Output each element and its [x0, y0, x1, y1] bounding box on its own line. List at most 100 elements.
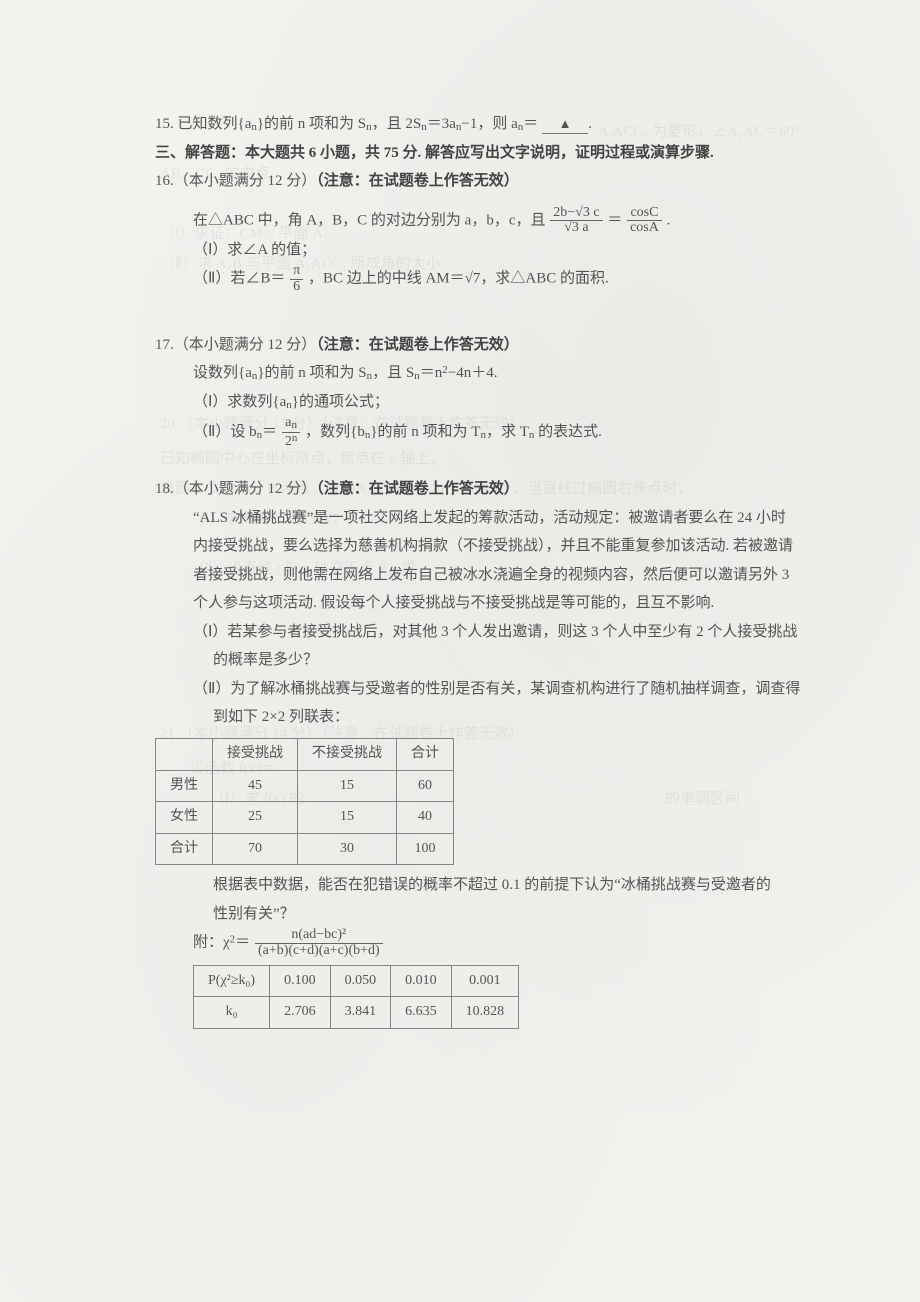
text: 附：χ: [193, 935, 230, 951]
denominator: 2n: [282, 433, 301, 450]
q18-part1b: 的概率是多少？: [155, 646, 810, 675]
q17-head: 17.（本小题满分 12 分）（注意：在试题卷上作答无效）: [155, 331, 810, 360]
q18-part2b: 到如下 2×2 列联表：: [155, 703, 810, 732]
text: −4n＋4.: [448, 365, 498, 381]
q16-body: 在△ABC 中，角 A，B，C 的对边分别为 a，b，c，且 2b−√3 c√3…: [155, 206, 810, 236]
table-row: k₀ 2.706 3.841 6.635 10.828: [194, 997, 519, 1029]
table-cell: 25: [213, 802, 298, 834]
q18-p1: “ALS 冰桶挑战赛”是一项社交网络上发起的筹款活动，活动规定：被邀请者要么在 …: [155, 504, 810, 533]
text: 17.（本小题满分 12 分）: [155, 337, 316, 353]
notice: （注意：在试题卷上作答无效）: [316, 481, 519, 497]
text: 的表达式.: [534, 424, 602, 440]
text: ，数列{b: [305, 424, 365, 440]
fraction: π6: [289, 264, 304, 294]
text: −1，则 a: [461, 116, 517, 132]
table-cell: 女性: [156, 802, 213, 834]
text: ＝: [523, 116, 538, 132]
q18-p2: 内接受挑战，要么选择为慈善机构捐款（不接受挑战），并且不能重复参加该活动. 若被…: [155, 532, 810, 561]
fraction: 2b−√3 c√3 a: [549, 206, 603, 236]
denominator: (a+b)(c+d)(a+c)(b+d): [255, 944, 383, 959]
notice: （注意：在试题卷上作答无效）: [316, 173, 519, 189]
fraction: n(ad−bc)²(a+b)(c+d)(a+c)(b+d): [254, 928, 384, 958]
table-header: 接受挑战: [213, 738, 298, 770]
text: ＝: [262, 424, 277, 440]
denominator: cosA: [627, 221, 662, 236]
fraction: an2n: [281, 416, 302, 449]
table-cell: 100: [397, 833, 454, 865]
table-row: P(χ²≥k₀) 0.100 0.050 0.010 0.001: [194, 965, 519, 997]
table-cell: 男性: [156, 770, 213, 802]
q16-head: 16.（本小题满分 12 分）（注意：在试题卷上作答无效）: [155, 167, 810, 196]
numerator: 2b−√3 c: [550, 206, 602, 222]
section-3-heading: 三、解答题：本大题共 6 小题，共 75 分. 解答应写出文字说明，证明过程或演…: [155, 139, 810, 168]
table-cell: 30: [298, 833, 397, 865]
text: （Ⅱ）若∠B＝: [193, 271, 285, 287]
text: 在△ABC 中，角 A，B，C 的对边分别为 a，b，c，且: [193, 212, 546, 228]
table-cell: 70: [213, 833, 298, 865]
text: ，且 S: [372, 365, 414, 381]
chi-square-table: P(χ²≥k₀) 0.100 0.050 0.010 0.001 k₀ 2.70…: [193, 965, 519, 1029]
text: ＝n: [420, 365, 443, 381]
q17-part2: （Ⅱ）设 bn＝ an2n ，数列{bn}的前 n 项和为 Tn，求 Tn 的表…: [155, 416, 810, 449]
text: 15. 已知数列{a: [155, 116, 251, 132]
table-row: 接受挑战 不接受挑战 合计: [156, 738, 454, 770]
q18-p3: 者接受挑战，则他需在网络上发布自己被冰水浇遍全身的视频内容，然后便可以邀请另外 …: [155, 561, 810, 590]
text: ，求 T: [486, 424, 529, 440]
table-cell: 45: [213, 770, 298, 802]
q18-attach: 附：χ2＝ n(ad−bc)²(a+b)(c+d)(a+c)(b+d): [155, 928, 810, 958]
text: ＝: [607, 212, 622, 228]
table-cell: 15: [298, 770, 397, 802]
q15-line: 15. 已知数列{an}的前 n 项和为 Sn，且 2Sn＝3an−1，则 an…: [155, 110, 810, 139]
text: .: [667, 212, 671, 228]
q17-body1: 设数列{an}的前 n 项和为 Sn，且 Sn＝n2−4n＋4.: [155, 359, 810, 388]
table-cell: 6.635: [391, 997, 452, 1029]
ghost-text: 的单调区间: [665, 785, 740, 814]
text: （Ⅱ）设 b: [193, 424, 257, 440]
q18-after-tbl-b: 性别有关”？: [155, 900, 810, 929]
table-cell: 60: [397, 770, 454, 802]
text: }的前 n 项和为 S: [257, 116, 366, 132]
table-header: 合计: [397, 738, 454, 770]
table-cell: k₀: [194, 997, 270, 1029]
table-cell: 2.706: [270, 997, 331, 1029]
text: （Ⅰ）求数列{a: [193, 394, 286, 410]
text: 18.（本小题满分 12 分）: [155, 481, 316, 497]
contingency-table: 接受挑战 不接受挑战 合计 男性 45 15 60 女性 25 15 40 合计…: [155, 738, 454, 865]
q18-head: 18.（本小题满分 12 分）（注意：在试题卷上作答无效）: [155, 475, 810, 504]
table-cell: 40: [397, 802, 454, 834]
text: 设数列{a: [193, 365, 252, 381]
table-cell: P(χ²≥k₀): [194, 965, 270, 997]
table-row: 男性 45 15 60: [156, 770, 454, 802]
q16-part1: （Ⅰ）求∠A 的值；: [155, 236, 810, 265]
text: ，且 2S: [372, 116, 422, 132]
text: }的前 n 项和为 T: [370, 424, 480, 440]
text: 16.（本小题满分 12 分）: [155, 173, 316, 189]
table-row: 合计 70 30 100: [156, 833, 454, 865]
numerator: n(ad−bc)²: [255, 928, 383, 944]
q17-part1: （Ⅰ）求数列{an}的通项公式；: [155, 388, 810, 417]
text: ＝: [235, 935, 250, 951]
exam-page: A.ACC₁ 为菱形，∠A₁AC＝60° AB，CC₁ 的中点. （Ⅰ）求证：C…: [0, 0, 920, 1302]
q18-after-tbl-a: 根据表中数据，能否在犯错误的概率不超过 0.1 的前提下认为“冰桶挑战赛与受邀者…: [155, 871, 810, 900]
triangle-icon: ▲: [559, 116, 572, 131]
table-cell: 0.001: [451, 965, 519, 997]
table-cell: 3.841: [330, 997, 391, 1029]
table-cell: 10.828: [451, 997, 519, 1029]
denominator: 6: [290, 280, 303, 295]
text: .: [588, 116, 592, 132]
text: ，BC 边上的中线 AM＝√7，求△ABC 的面积.: [308, 271, 609, 287]
denominator: √3 a: [550, 221, 602, 236]
q16-part2: （Ⅱ）若∠B＝ π6 ，BC 边上的中线 AM＝√7，求△ABC 的面积.: [155, 264, 810, 294]
numerator: cosC: [627, 206, 662, 222]
text: }的通项公式；: [292, 394, 389, 410]
table-cell: 15: [298, 802, 397, 834]
table-cell: 0.100: [270, 965, 331, 997]
notice: （注意：在试题卷上作答无效）: [316, 337, 519, 353]
text: ＝3a: [427, 116, 456, 132]
table-header: 不接受挑战: [298, 738, 397, 770]
q18-part2a: （Ⅱ）为了解冰桶挑战赛与受邀者的性别是否有关，某调查机构进行了随机抽样调查，调查…: [155, 675, 810, 704]
q18-part1a: （Ⅰ）若某参与者接受挑战后，对其他 3 个人发出邀请，则这 3 个人中至少有 2…: [155, 618, 810, 647]
fraction: cosCcosA: [626, 206, 663, 236]
q18-p4: 个人参与这项活动. 假设每个人接受挑战与不接受挑战是等可能的，且互不影响.: [155, 589, 810, 618]
fill-blank: ▲: [542, 117, 588, 134]
